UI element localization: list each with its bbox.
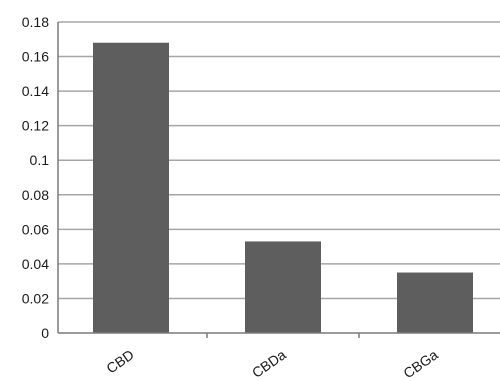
- y-tick-label: 0.1: [30, 152, 50, 168]
- y-tick-label: 0.14: [22, 83, 49, 99]
- bars: [93, 42, 473, 333]
- y-tick-label: 0.06: [22, 221, 49, 237]
- x-category-label: CBD: [103, 346, 136, 376]
- axes: [57, 22, 500, 338]
- y-axis-tick-labels: 0 0.02 0.04 0.06 0.08 0.1 0.12 0.14 0.16 0.18: [22, 14, 49, 341]
- y-tick-label: 0: [41, 325, 49, 341]
- y-tick-label: 0.08: [22, 187, 49, 203]
- bar-cbda: [245, 241, 321, 333]
- y-tick-label: 0.04: [22, 256, 49, 272]
- bar-cbd: [93, 42, 169, 333]
- x-category-label: CBGa: [400, 346, 441, 381]
- x-axis-category-labels: CBD CBDa CBGa: [103, 346, 441, 381]
- y-tick-label: 0.12: [22, 118, 49, 134]
- x-category-label: CBDa: [249, 346, 289, 381]
- y-tick-label: 0.02: [22, 290, 49, 306]
- bar-cbga: [397, 272, 473, 333]
- y-tick-label: 0.18: [22, 14, 49, 30]
- y-tick-label: 0.16: [22, 49, 49, 65]
